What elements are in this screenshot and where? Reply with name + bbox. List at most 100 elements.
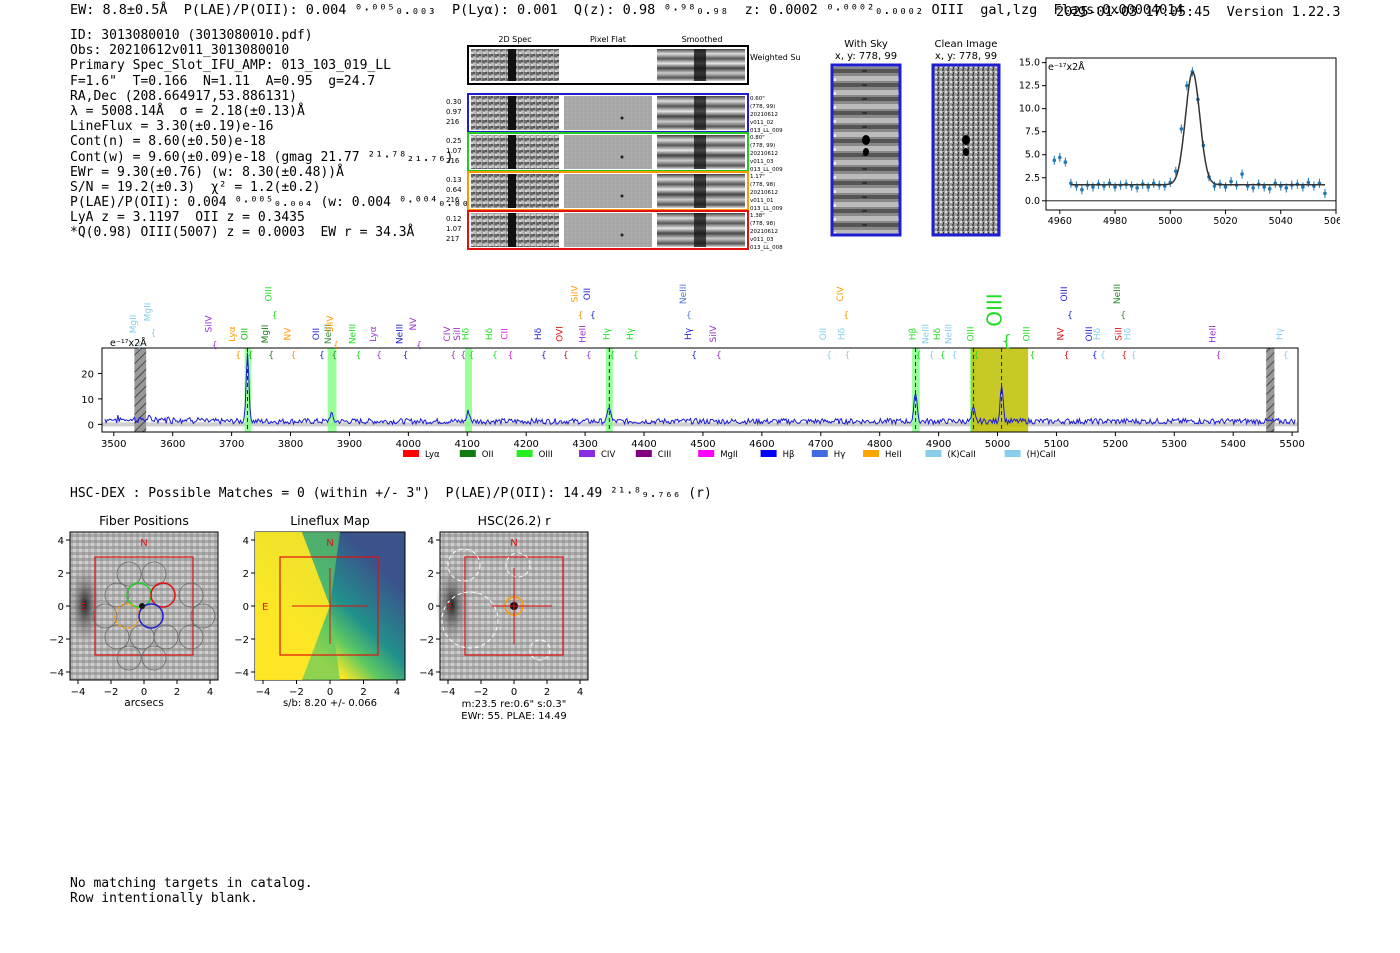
cutout-row-meta: v011_03 xyxy=(750,159,774,165)
legend-swatch xyxy=(811,450,828,457)
legend-label: CIV xyxy=(601,450,615,460)
lineflux-map-xlabel: s/b: 8.20 +/- 0.066 xyxy=(283,698,377,709)
fiber-positions-source xyxy=(139,603,145,609)
legend-label: MgII xyxy=(720,450,738,460)
with-sky-title: With Sky xyxy=(844,39,888,50)
spectrum-line-bracket: { xyxy=(331,351,337,361)
spectrum-line-bracket: { xyxy=(1120,311,1126,321)
fit-data-point xyxy=(1179,127,1184,131)
spectrum-line-label: Lyα xyxy=(228,326,238,342)
fit-data-point xyxy=(1185,83,1189,88)
hsc-r-aperture xyxy=(447,548,481,582)
fiber-circle xyxy=(141,645,167,671)
panel-ytick-label: −2 xyxy=(419,635,434,646)
panel-xtick-label: 4 xyxy=(577,687,583,698)
cutout-smoothed-line xyxy=(694,174,706,208)
fiber-circle xyxy=(104,582,130,608)
info-obs: Obs: 20210612v011_3013080010 xyxy=(70,43,290,59)
spectrum-xtick-label: 3600 xyxy=(160,439,185,450)
spectrum-line-bracket: { xyxy=(916,351,922,361)
panel-xtick-label: −4 xyxy=(71,687,86,698)
spectrum-line-bracket: { xyxy=(469,351,475,361)
fit-ytick-label: 15.0 xyxy=(1019,58,1040,69)
spectrum-xtick-label: 5100 xyxy=(1044,439,1069,450)
spectrum-line-label: NV xyxy=(409,317,419,331)
spectrum-line-bracket: { xyxy=(940,351,946,361)
spectrum-line-bracket: { xyxy=(248,351,254,361)
cutout-row-meta: 20210612 xyxy=(750,229,778,235)
panel-ytick-label: 2 xyxy=(428,569,434,580)
spectrum-ytick-label: 20 xyxy=(81,369,94,380)
spectrum-xtick-label: 4900 xyxy=(926,439,951,450)
fit-ytick-label: 2.5 xyxy=(1025,173,1040,184)
spectrum-line-label: SiIV xyxy=(205,315,215,333)
spectrum-line-label: OIII xyxy=(966,326,976,341)
spectrum-line-bracket: { xyxy=(403,351,409,361)
legend-label: (K)CaII xyxy=(947,450,975,460)
spectrum-frame xyxy=(101,347,1299,433)
cutout-row-meta: 20210612 xyxy=(750,190,778,196)
spectrum-line-label: Hδ xyxy=(837,327,847,340)
header-datetime-version: 2025-01-03 17:05:45 Version 1.22.3 xyxy=(1056,4,1341,20)
fit-data-point xyxy=(1146,185,1150,189)
fit-data-point xyxy=(1323,191,1327,196)
fit-ytick-label: 12.5 xyxy=(1019,81,1040,92)
spectrum-line-bracket: { xyxy=(150,329,156,339)
cutout-row-meta: 1.38" xyxy=(750,213,765,219)
cutout-row-meta: 1.17" xyxy=(750,174,765,180)
cutout-title-pixelflat: Pixel Flat xyxy=(590,35,626,44)
spectrum-line-bracket: { xyxy=(319,351,325,361)
spectrum-line-bracket: { xyxy=(355,351,361,361)
panel-xtick-label: 2 xyxy=(174,687,180,698)
cutout-pixelflat-defect xyxy=(620,233,624,237)
legend-swatch xyxy=(635,450,652,457)
spectrum-line-bracket: { xyxy=(416,341,422,351)
cutout-grid: 2D Spec Pixel Flat Smoothed Weighted Sum… xyxy=(446,35,800,251)
spectrum-xtick-label: 4300 xyxy=(572,439,597,450)
cutout-title-smoothed: Smoothed xyxy=(682,35,723,44)
spectrum-xtick-label: 4500 xyxy=(690,439,715,450)
legend-swatch xyxy=(925,450,942,457)
legend-label: Hβ xyxy=(783,450,795,460)
cutout-row-meta: 0.80" xyxy=(750,135,765,141)
spectrum-xtick-label: 4400 xyxy=(631,439,656,450)
panel-xtick-label: 2 xyxy=(544,687,550,698)
spectrum-line-label: Hγ xyxy=(1276,327,1286,340)
fiber-positions-dark-region xyxy=(69,565,101,645)
panel-xtick-label: 0 xyxy=(327,687,333,698)
panel-xtick-label: 0 xyxy=(511,687,517,698)
imaging-panels: Fiber Positions N E arcsecs Lineflux Map… xyxy=(49,513,589,722)
fit-data-point xyxy=(1080,187,1084,192)
info-fit-params: F=1.6" T=0.166 N=1.11 A=0.95 g=24.7 xyxy=(70,73,376,89)
hsc-r-caption-2: EWr: 55. PLAE: 14.49 xyxy=(461,711,567,722)
panel-ytick-label: −4 xyxy=(49,668,64,679)
spectrum-line-label: NeIII xyxy=(945,324,955,344)
info-lya-z: LyA z = 3.1197 OII z = 0.3435 xyxy=(70,210,305,226)
cutout-smoothed-line xyxy=(694,213,706,247)
spectrum-line-label: Hδ xyxy=(534,327,544,340)
spectrum-line-bracket: { xyxy=(1064,351,1070,361)
panel-ytick-label: 0 xyxy=(58,602,64,613)
cutout-row-stat: 217 xyxy=(446,235,459,243)
spectrum-line-bracket: { xyxy=(1100,351,1106,361)
fiber-positions-title: Fiber Positions xyxy=(99,513,189,528)
fit-data-point xyxy=(1135,186,1139,190)
legend-swatch xyxy=(516,450,533,457)
cutout-row-stat: 1.07 xyxy=(446,225,462,233)
weighted-sum-smoothed-line xyxy=(694,49,706,81)
info-ewr: EWr = 9.30(±0.76) (w: 8.30(±0.48))Å xyxy=(70,164,344,180)
cutout-smoothed-line xyxy=(694,135,706,169)
spectrum-line-label: OIII xyxy=(1022,326,1032,341)
hsc-r-dark-region xyxy=(436,565,468,645)
panel-ytick-label: 4 xyxy=(243,536,249,547)
panel-ytick-label: 0 xyxy=(428,602,434,613)
spectrum-line-bracket: { xyxy=(268,351,274,361)
cutout-row-stat: 216 xyxy=(446,196,460,204)
legend-label: Lyα xyxy=(425,450,440,460)
spectrum-main-line-bracket: { xyxy=(1002,331,1012,350)
panel-ytick-label: 0 xyxy=(243,602,249,613)
spectrum-noise-band xyxy=(102,422,1298,427)
lineflux-north-label: N xyxy=(326,538,333,549)
spectrum-line-label: OII xyxy=(583,288,593,300)
spectrum-line-bracket: { xyxy=(929,351,935,361)
